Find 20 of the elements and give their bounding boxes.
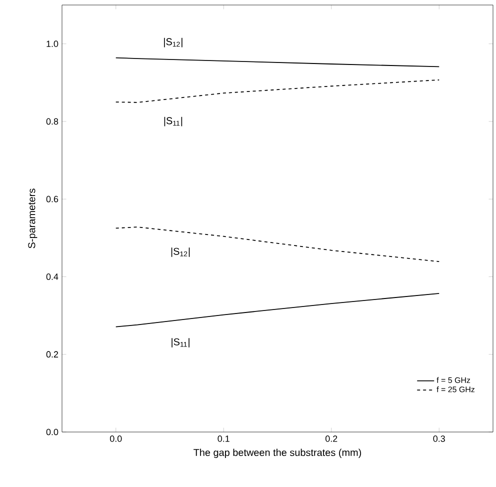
annotation: |S$_{12}$| [164, 38, 182, 48]
x-tick-label: 0.0 [110, 436, 122, 442]
y-tick-label: 0.0 [46, 428, 58, 436]
x-axis-title: The gap between the substrates (mm) [194, 448, 362, 458]
line-series [115, 226, 440, 262]
y-tick-label: 0.6 [46, 196, 58, 202]
y-tick-label: 1.0 [46, 40, 58, 47]
line-series [115, 79, 440, 103]
y-axis-title: S-parameters [28, 188, 38, 248]
annotation: |S$_{12}$| [171, 248, 190, 257]
line-series [115, 57, 440, 68]
annotation: |S$_{11}$| [172, 338, 190, 348]
x-tick-label: 0.2 [325, 436, 338, 442]
x-tick-label: 0.1 [218, 436, 230, 442]
line-series [115, 292, 440, 328]
annotation: |S$_{11}$| [164, 116, 182, 126]
y-tick-label: 0.8 [46, 118, 58, 125]
y-tick-label: 0.4 [46, 274, 58, 280]
x-tick-label: 0.3 [433, 436, 445, 442]
y-tick-label: 0.2 [46, 351, 58, 358]
